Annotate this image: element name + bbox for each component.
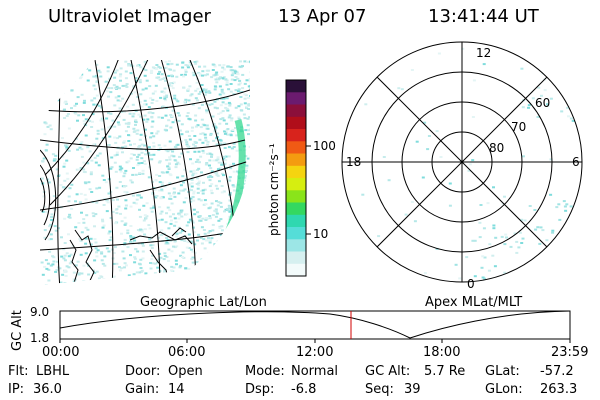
apex-caption: Apex MLat/MLT [425,295,523,310]
time-tick-1200: 12:00 [296,345,334,360]
altitude-plot [59,310,571,343]
colorbar-segment [286,80,306,93]
mode-value: Normal [291,364,339,379]
mlt-label-0: 0 [467,277,475,291]
seq-label: Seq: [365,382,394,397]
colorbar-tick-100: 100 [313,139,336,153]
altitude-ylabel: GC Alt [10,310,25,351]
gain-label: Gain: [125,382,160,397]
colorbar-segment [286,227,306,240]
seq-value: 39 [404,382,421,397]
ip-label: IP: [8,382,25,397]
lat-label-80: 80 [489,141,505,155]
instrument-title: Ultraviolet Imager [48,6,211,27]
date-label: 13 Apr 07 [278,6,367,27]
colorbar-segment [286,116,306,130]
colorbar-segment [286,153,306,167]
colorbar-segment [286,214,306,228]
gcalt-label: GC Alt: [365,364,411,379]
ip-value: 36.0 [33,382,62,397]
gain-value: 14 [168,382,185,397]
colorbar-segment [286,92,306,106]
time-tick-2359: 23:59 [551,345,589,360]
colorbar-unit-label: photon cm⁻²s⁻¹ [267,143,281,236]
colorbar-segment [286,104,306,118]
colorbar-segment [286,178,306,191]
colorbar-segment [286,251,306,265]
mlt-label-18: 18 [346,155,362,169]
colorbar-tick-10: 10 [313,227,329,241]
time-label: 13:41:44 UT [428,6,539,27]
colorbar-segment [286,190,306,204]
door-label: Door: [125,364,161,379]
mlt-label-12: 12 [476,46,492,60]
altitude-ytick-low: 1.8 [30,331,50,345]
geographic-caption: Geographic Lat/Lon [140,295,267,310]
mlt-label-6: 6 [572,155,580,169]
dsp-value: -6.8 [291,382,317,397]
door-value: Open [168,364,203,379]
colorbar [285,79,311,277]
dsp-label: Dsp: [245,382,275,397]
polar-plot [341,41,583,283]
lat-label-60: 60 [535,96,551,110]
gcalt-value: 5.7 Re [424,364,466,379]
glon-label: GLon: [485,382,523,397]
colorbar-segment [286,129,306,142]
glat-value: -57.2 [540,364,574,379]
colorbar-segment [286,263,306,277]
flt-value: LBHL [36,364,70,379]
glon-value: 263.3 [540,382,578,397]
colorbar-segment [286,165,306,179]
geographic-image [40,60,250,285]
time-tick-0600: 06:00 [168,345,206,360]
altitude-ytick-high: 9.0 [30,305,50,319]
flt-label: Flt: [8,364,29,379]
colorbar-segment [286,202,306,216]
colorbar-segment [286,141,306,155]
lat-label-70: 70 [511,120,527,134]
time-tick-0000: 00:00 [42,345,80,360]
colorbar-segment [286,239,306,253]
glat-label: GLat: [485,364,520,379]
time-tick-1800: 18:00 [423,345,461,360]
mode-label: Mode: [245,364,285,379]
